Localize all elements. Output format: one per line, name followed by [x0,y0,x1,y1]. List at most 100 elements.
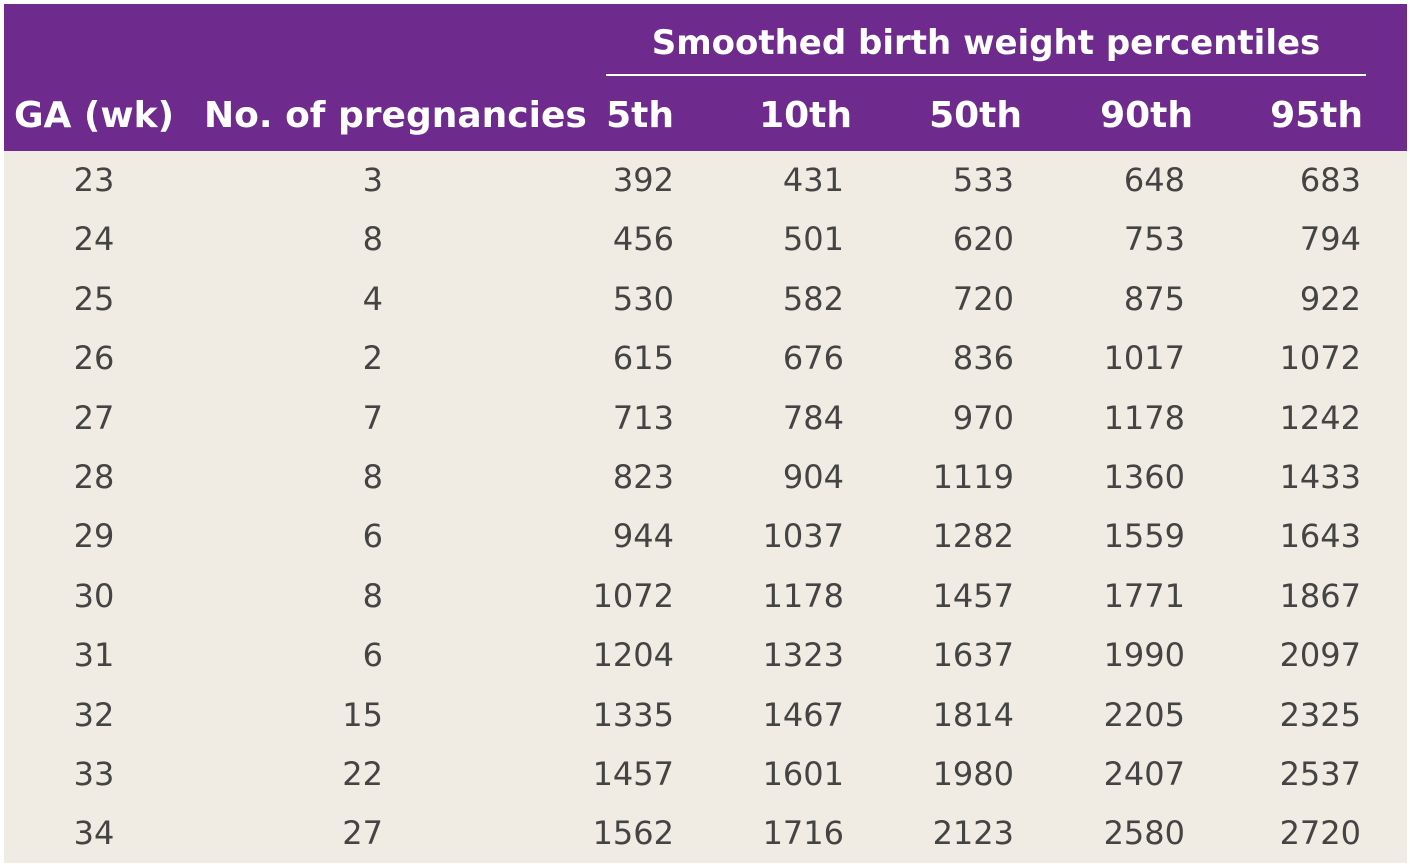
cell-5th: 1335 [592,695,674,734]
cell-90th: 648 [1123,161,1185,199]
cell-10th: 676 [782,339,844,378]
cell-90th: 2407 [1103,754,1185,793]
cell-pregnancies: 22 [342,754,383,793]
table-row: 29 6 944 1037 1282 1559 1643 [4,507,1407,566]
table-row: 23 3 392 431 533 648 683 [4,151,1407,210]
cell-pregnancies: 15 [342,695,383,734]
cell-50th: 1119 [932,457,1014,496]
header-90th: 90th [1100,95,1193,136]
cell-ga: 25 [73,279,115,318]
cell-50th: 1457 [932,576,1014,615]
table-row: 30 8 1072 1178 1457 1771 1867 [4,567,1407,626]
cell-90th: 2205 [1103,695,1185,734]
cell-90th: 1990 [1103,636,1185,675]
cell-ga: 24 [73,220,115,259]
header-95th: 95th [1270,95,1363,136]
table-row: 27 7 713 784 970 1178 1242 [4,389,1407,448]
cell-50th: 2123 [932,814,1014,853]
cell-90th: 1771 [1103,576,1185,615]
cell-10th: 904 [782,457,844,496]
cell-pregnancies: 6 [362,517,383,556]
spanner-heading: Smoothed birth weight percentiles [651,23,1321,63]
cell-ga: 34 [73,814,115,853]
cell-5th: 1204 [592,636,674,675]
cell-90th: 875 [1123,279,1185,318]
cell-pregnancies: 4 [362,279,383,318]
cell-10th: 501 [782,220,844,259]
cell-90th: 1360 [1103,457,1185,496]
cell-90th: 2580 [1103,814,1185,853]
cell-50th: 1637 [932,636,1014,675]
table-row: 24 8 456 501 620 753 794 [4,210,1407,269]
cell-10th: 1716 [762,814,844,853]
cell-10th: 431 [782,161,844,199]
cell-95th: 1433 [1279,457,1361,496]
cell-95th: 683 [1299,161,1361,199]
cell-90th: 1559 [1103,517,1185,556]
table-row: 25 4 530 582 720 875 922 [4,270,1407,329]
cell-95th: 1072 [1279,339,1361,378]
table-row: 28 8 823 904 1119 1360 1433 [4,448,1407,507]
cell-50th: 1980 [932,754,1014,793]
header-10th: 10th [759,95,852,136]
cell-50th: 970 [952,398,1014,437]
cell-50th: 836 [952,339,1014,378]
cell-ga: 27 [73,398,115,437]
table-body: 23 3 392 431 533 648 683 24 8 456 501 620 753 794 25 4 5… [4,151,1407,864]
cell-50th: 533 [952,161,1014,199]
cell-ga: 26 [73,339,115,378]
cell-5th: 456 [612,220,674,259]
cell-ga: 32 [73,695,115,734]
cell-5th: 1562 [592,814,674,853]
cell-50th: 720 [952,279,1014,318]
table-row: 32 15 1335 1467 1814 2205 2325 [4,686,1407,745]
cell-pregnancies: 8 [362,457,383,496]
cell-pregnancies: 8 [362,576,383,615]
cell-10th: 1178 [762,576,844,615]
table-row: 34 27 1562 1716 2123 2580 2720 [4,804,1407,863]
cell-5th: 530 [612,279,674,318]
header-50th: 50th [929,95,1022,136]
cell-10th: 582 [782,279,844,318]
cell-5th: 944 [612,517,674,556]
cell-95th: 1242 [1279,398,1361,437]
cell-50th: 1814 [932,695,1014,734]
cell-95th: 794 [1299,220,1361,259]
cell-95th: 2720 [1279,814,1361,853]
cell-95th: 2325 [1279,695,1361,734]
cell-pregnancies: 27 [342,814,383,853]
cell-pregnancies: 2 [362,339,383,378]
cell-5th: 1457 [592,754,674,793]
cell-95th: 922 [1299,279,1361,318]
header-pregnancies: No. of pregnancies [204,95,587,136]
cell-5th: 823 [612,457,674,496]
cell-95th: 1643 [1279,517,1361,556]
cell-5th: 615 [612,339,674,378]
cell-95th: 1867 [1279,576,1361,615]
cell-pregnancies: 8 [362,220,383,259]
cell-pregnancies: 3 [362,161,383,199]
cell-ga: 33 [73,754,115,793]
spanner-rule [606,74,1366,76]
cell-95th: 2537 [1279,754,1361,793]
cell-5th: 1072 [592,576,674,615]
table-row: 26 2 615 676 836 1017 1072 [4,329,1407,388]
cell-ga: 29 [73,517,115,556]
cell-90th: 1017 [1103,339,1185,378]
cell-pregnancies: 7 [362,398,383,437]
cell-5th: 392 [612,161,674,199]
header-5th: 5th [606,95,674,136]
table-header: Smoothed birth weight percentiles GA (wk… [4,4,1407,151]
header-ga: GA (wk) [13,95,175,136]
cell-pregnancies: 6 [362,636,383,675]
cell-10th: 784 [782,398,844,437]
cell-50th: 620 [952,220,1014,259]
cell-50th: 1282 [932,517,1014,556]
cell-ga: 31 [73,636,115,675]
cell-ga: 30 [73,576,115,615]
cell-10th: 1037 [762,517,844,556]
cell-10th: 1467 [762,695,844,734]
table-row: 31 6 1204 1323 1637 1990 2097 [4,626,1407,685]
birth-weight-table: Smoothed birth weight percentiles GA (wk… [4,4,1407,863]
cell-95th: 2097 [1279,636,1361,675]
